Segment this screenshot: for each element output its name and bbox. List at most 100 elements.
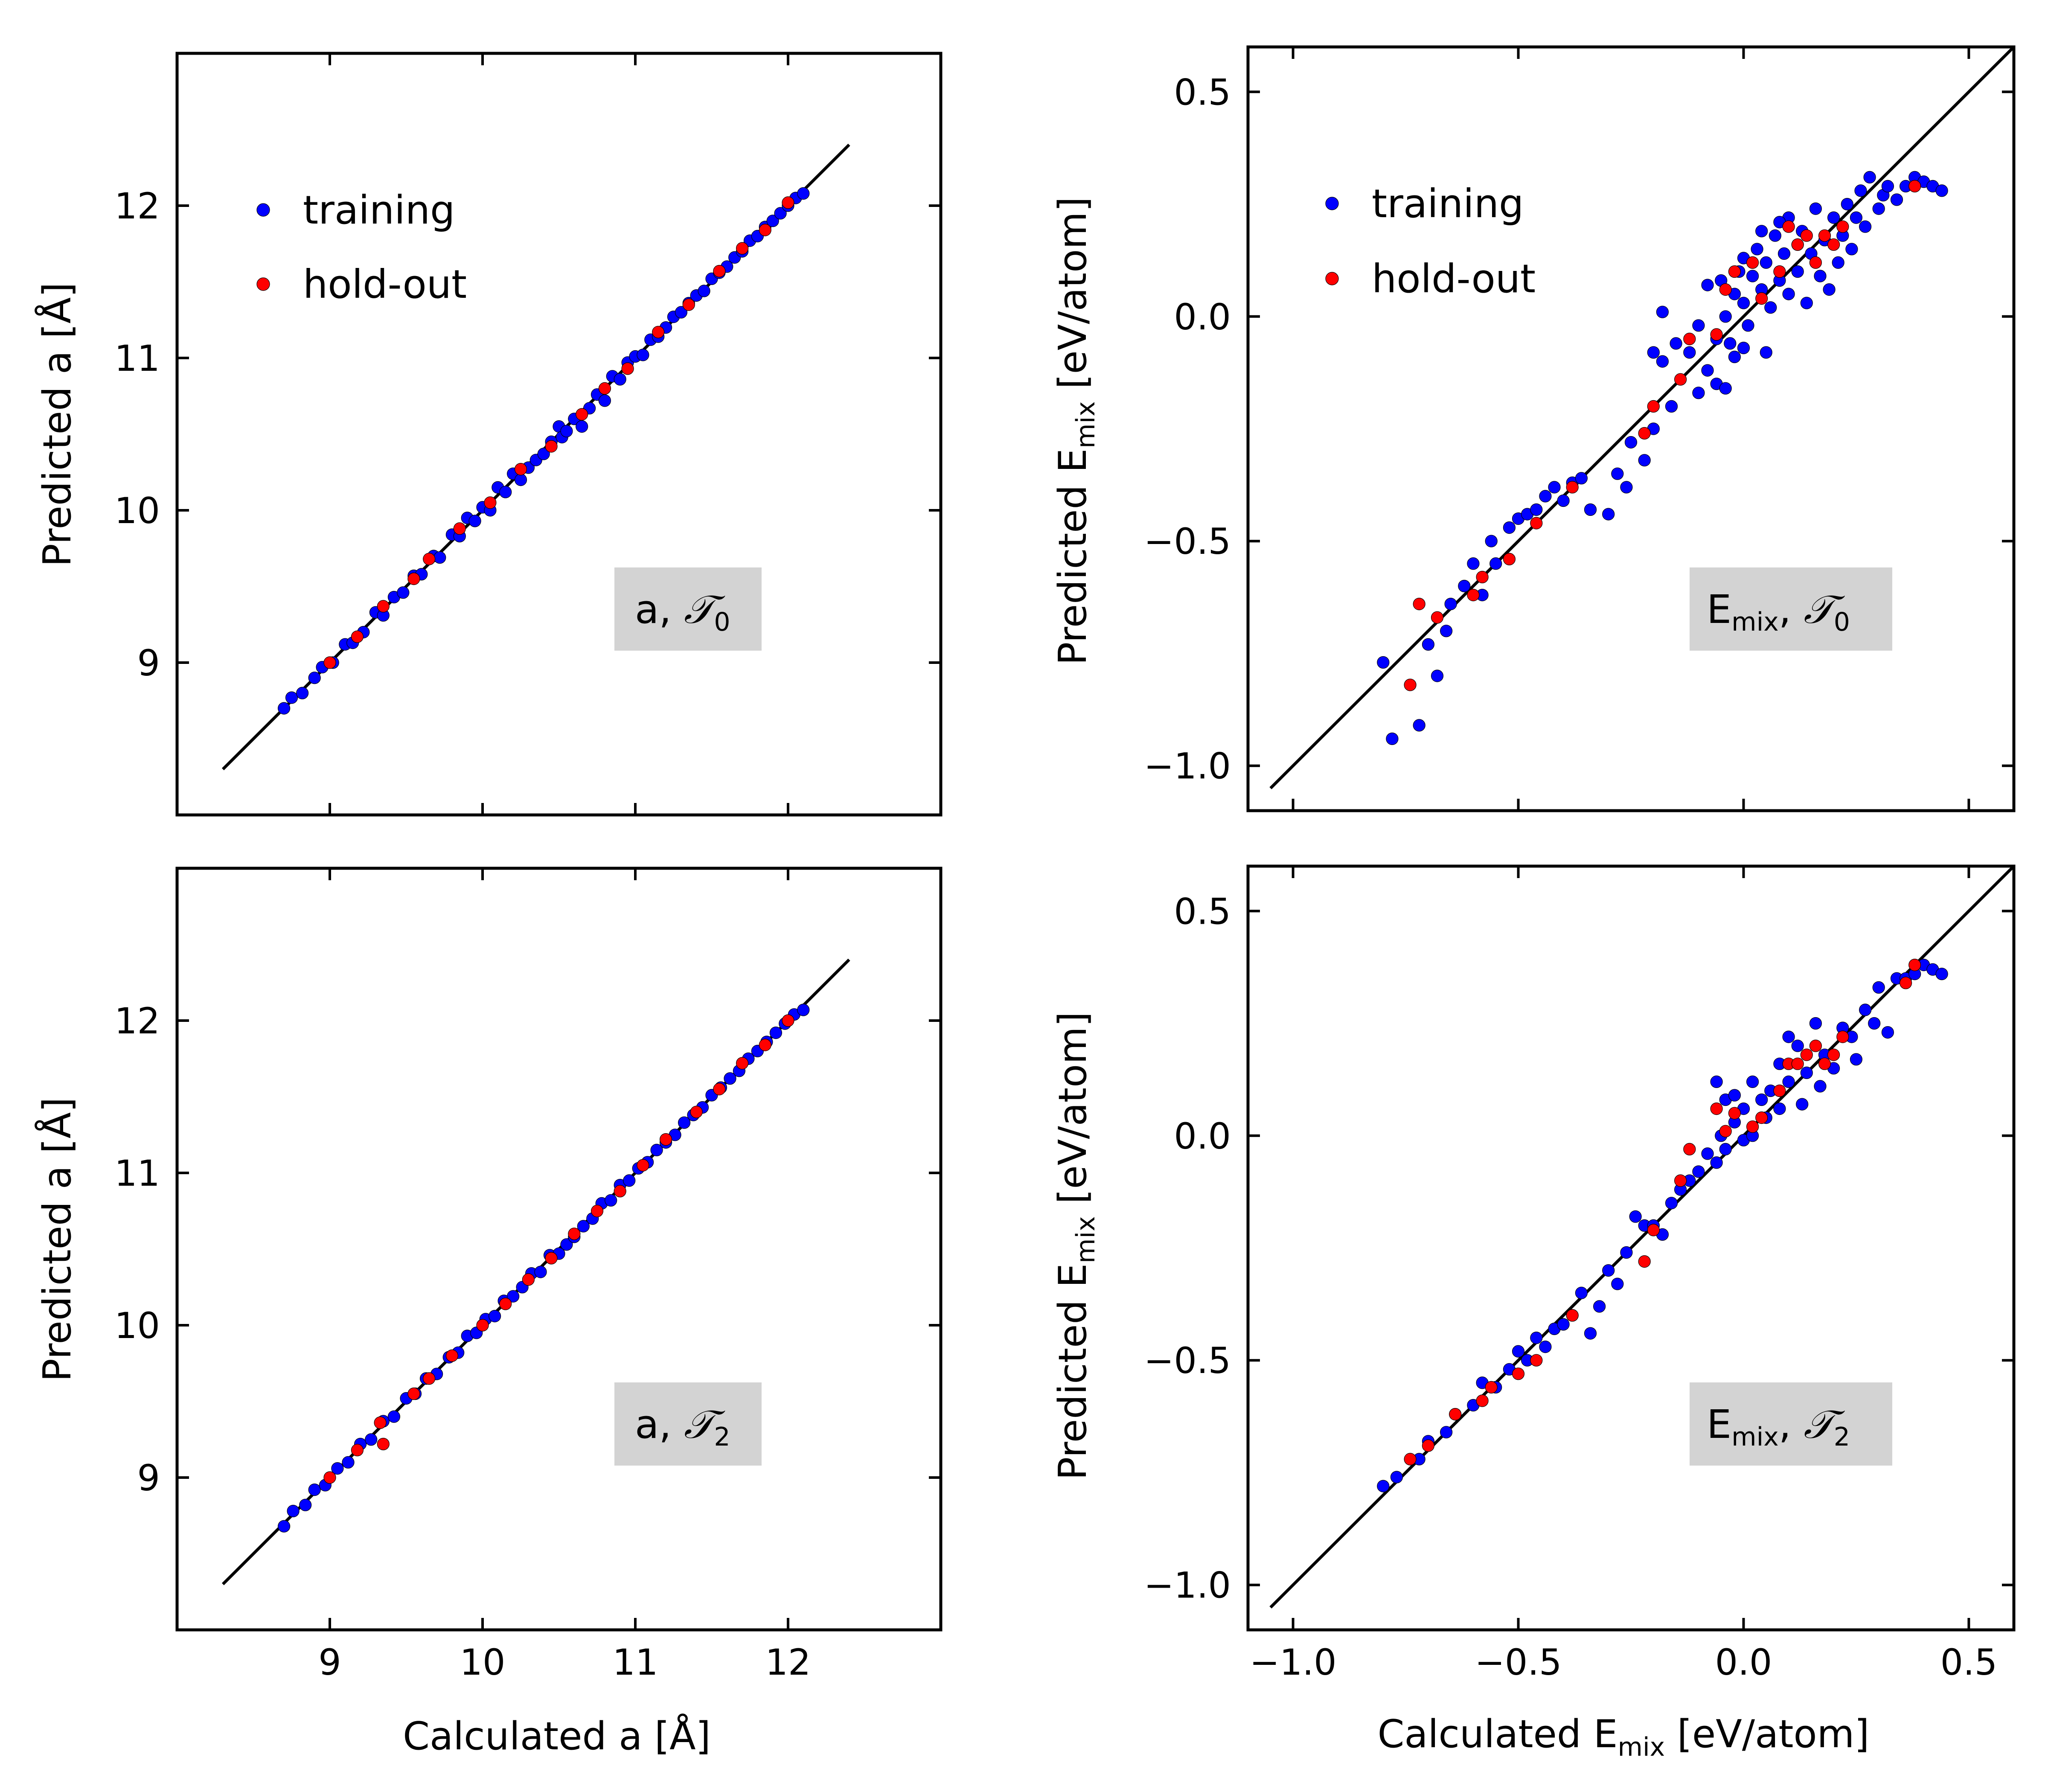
legend-a-t0-training-marker xyxy=(256,203,270,217)
a_t0-holdout-point xyxy=(598,382,611,395)
e_t0-training-point xyxy=(1557,494,1570,507)
e_t0-holdout-point xyxy=(1638,427,1651,440)
a_t0-training-point xyxy=(433,551,446,564)
e_t0-holdout-point xyxy=(1818,229,1831,242)
e_t0-training-point xyxy=(1832,256,1844,269)
e_t2-training-point xyxy=(1629,1210,1642,1223)
a_t0-ytick-label: 12 xyxy=(114,185,160,227)
annotation-emix-t2-sub1: mix xyxy=(1731,1422,1779,1452)
annotation-a-t0-box xyxy=(614,567,762,651)
a_t2-training-point xyxy=(650,1143,663,1156)
panel-a-t0: 9 10 11 12 xyxy=(114,52,943,817)
a_t0-holdout-point xyxy=(351,630,364,643)
e_t0-training-point xyxy=(1800,297,1813,309)
a_t0-training-point xyxy=(296,687,309,700)
e_t0-holdout-point xyxy=(1755,292,1768,305)
e_t0-holdout-point xyxy=(1809,256,1822,269)
e_t0-training-point xyxy=(1638,454,1651,467)
e_t2-training-point xyxy=(1440,1426,1453,1439)
e_t0-training-point xyxy=(1575,472,1588,485)
a_t2-training-point xyxy=(560,1238,573,1251)
e_t2-training-point xyxy=(1859,1004,1872,1016)
a_t2-ytick-label: 11 xyxy=(114,1152,160,1194)
a_t2-holdout-point xyxy=(522,1273,535,1286)
annotation-a-t0-text: a, 𝒯0 xyxy=(635,587,730,637)
e_t0-holdout-point xyxy=(1530,517,1543,529)
a_t2-holdout-point xyxy=(407,1388,420,1400)
e_t0-holdout-point xyxy=(1647,400,1660,413)
a_t2-holdout-point xyxy=(423,1372,436,1385)
annotation-a-t2-sub: 2 xyxy=(714,1422,730,1452)
a_t0-holdout-point xyxy=(652,326,665,338)
e_t2-training-point xyxy=(1701,1147,1714,1160)
e_t0-training-point xyxy=(1751,243,1763,256)
a_t2-training-point xyxy=(577,1220,590,1233)
x-label-emix-pre: Calculated E xyxy=(1378,1712,1618,1757)
a_t0-training-point xyxy=(774,207,787,220)
a_t2-holdout-point xyxy=(374,1416,387,1429)
legend-a-t0: training hold-out xyxy=(256,187,467,307)
annotation-a-t0-pre: a, xyxy=(635,587,684,632)
a_t2-xtick-label: 11 xyxy=(613,1641,658,1683)
e_t2-holdout-point xyxy=(1476,1394,1489,1407)
legend-emix-t0-holdout-marker xyxy=(1325,272,1339,285)
e_t2-ytick-label: 0.5 xyxy=(1174,890,1231,932)
e_t0-training-point xyxy=(1489,557,1502,570)
e_t0-holdout-point xyxy=(1719,283,1732,296)
e_t2-training-point xyxy=(1602,1264,1615,1277)
e_t2-training-point xyxy=(1575,1286,1588,1299)
e_t0-training-point xyxy=(1413,719,1425,732)
a_t0-training-point xyxy=(675,306,688,319)
a_t2-holdout-point xyxy=(713,1083,726,1096)
e_t2-holdout-point xyxy=(1746,1120,1759,1133)
a_t0-holdout-point xyxy=(407,572,420,585)
e_t2-training-point xyxy=(1935,968,1948,980)
e_t2-holdout-point xyxy=(1530,1354,1543,1367)
e_t2-holdout-point xyxy=(1566,1309,1579,1322)
e_t0-training-point xyxy=(1503,521,1516,534)
y-label-emix-t2-sub: mix xyxy=(1071,1216,1101,1263)
a_t2-training-point xyxy=(534,1265,547,1278)
e_t2-holdout-point xyxy=(1900,977,1912,989)
e_t0-training-point xyxy=(1890,193,1903,206)
a_t2-holdout-point xyxy=(545,1252,558,1265)
annotation-a-t0: a, 𝒯0 xyxy=(614,567,762,651)
e_t2-training-point xyxy=(1377,1480,1390,1492)
legend-a-t0-training-label: training xyxy=(303,187,455,233)
e_t0-holdout-point xyxy=(1827,238,1840,251)
e_t0-training-point xyxy=(1602,508,1615,521)
e_t2-training-point xyxy=(1782,1030,1795,1043)
a_t2-training-point xyxy=(724,1072,736,1085)
e_t0-training-point xyxy=(1624,436,1638,449)
a_t2-training-point xyxy=(623,1174,636,1187)
e_t0-training-point xyxy=(1719,310,1732,323)
e_t0-training-point xyxy=(1935,184,1948,197)
e_t0-training-point xyxy=(1584,503,1597,516)
e_t0-training-point xyxy=(1548,481,1561,494)
x-label-emix: Calculated Emix [eV/atom] xyxy=(1378,1712,1870,1762)
e_t0-holdout-point xyxy=(1476,570,1489,584)
e_t0-ytick-label: −0.5 xyxy=(1144,521,1231,562)
y-label-a-t0: Predicted a [Å] xyxy=(34,282,80,567)
e_t2-holdout-point xyxy=(1818,1057,1831,1070)
e_t2-xtick-label: 0.5 xyxy=(1940,1641,1998,1683)
e_t2-holdout-point xyxy=(1728,1107,1741,1120)
e_t0-training-point xyxy=(1859,220,1872,233)
e_t0-training-point xyxy=(1863,171,1876,183)
a_t2-holdout-point xyxy=(736,1057,749,1070)
e_t0-training-point xyxy=(1701,279,1714,291)
x-label-emix-sub: mix xyxy=(1618,1732,1665,1762)
a_t0-training-point xyxy=(468,515,481,527)
a_t2-training-point xyxy=(299,1498,312,1511)
a_t0-holdout-point xyxy=(782,196,794,209)
e_t0-training-point xyxy=(1827,211,1840,224)
annotation-emix-t2-text: Emix, 𝒯2 xyxy=(1707,1402,1850,1452)
e_t0-training-point xyxy=(1701,364,1714,377)
x-label-a: Calculated a [Å] xyxy=(403,1713,711,1759)
e_t0-training-point xyxy=(1656,305,1669,318)
e_t0-training-point xyxy=(1841,198,1853,211)
e_t0-ytick-label: 0.5 xyxy=(1174,71,1231,113)
e_t2-training-point xyxy=(1530,1332,1543,1344)
e_t0-holdout-point xyxy=(1404,678,1417,691)
a_t0-training-point xyxy=(514,473,527,486)
